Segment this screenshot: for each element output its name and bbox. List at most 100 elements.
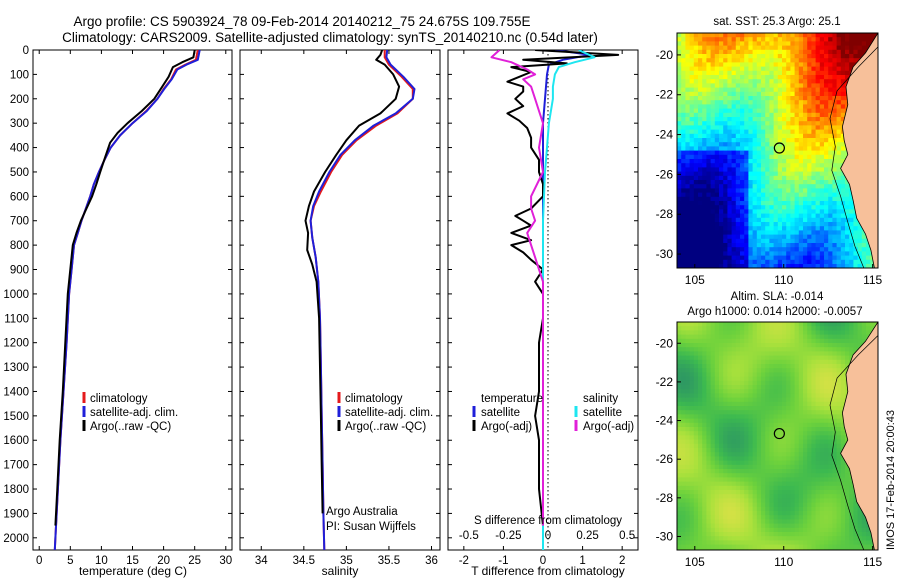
map-y-tick-label: -28 [656,491,674,505]
figure-title-line1: Argo profile: CS 5903924_78 09-Feb-2014 … [73,14,530,29]
sst-map-frame [676,32,879,269]
legend-label-t-argo: Argo(-adj) [481,421,532,433]
x-tick-label: 35 [340,555,353,567]
sla-map-axes: 105 110 115 -20 -22 -24 -26 -28 -30 [656,336,883,569]
sla-map-title-line1: Altim. SLA: -0.014 [731,291,824,303]
x-tick-label: 0 [540,555,546,567]
x-tick-label: 20 [157,555,170,567]
depth-tick-label: 1300 [3,362,29,374]
depth-tick-label: 1100 [4,313,29,325]
temperature-panel [32,49,233,551]
shelf-contour [829,335,878,550]
x-tick-label: 0 [36,555,42,567]
map-x-tick-label: 105 [685,273,705,287]
map-y-tick-label: -28 [656,207,674,221]
depth-tick-label: 800 [10,240,29,252]
depth-tick-label: 1500 [3,411,29,423]
temperature-legend: climatology satellite-adj. clim. Argo(..… [82,392,178,433]
map-y-tick-label: -20 [656,48,674,62]
sst-map-axes: 105 110 115 -20 -22 -24 -26 -28 -30 [656,48,883,287]
map-y-tick-label: -20 [656,336,674,350]
imos-timestamp: IMOS 17-Feb-2014 20:00:43 [885,410,897,550]
x-tick-label: 36 [425,555,438,567]
depth-tick-label: 600 [10,191,29,203]
legend-header-temperature: temperature [481,393,543,405]
x-tick-label: 34 [255,555,268,567]
salinity-legend: climatology satellite-adj. clim. Argo(..… [326,392,433,533]
map-x-tick-label: 110 [774,555,793,569]
x-tick-label: -2 [459,555,469,567]
map-x-tick-label: 115 [863,273,882,287]
legend-label-climatology: climatology [90,393,148,405]
legend-label-s-argo: Argo(-adj) [583,421,634,433]
land-mass [840,322,878,550]
legend-label-satellite: satellite-adj. clim. [345,407,433,419]
legend-label-t-satellite: satellite [481,407,520,419]
map-y-tick-label: -26 [656,167,674,181]
series-line-argo-adj- [490,50,544,526]
map-y-tick-label: -24 [656,414,674,428]
map-x-tick-label: 110 [774,273,793,287]
legend-label-satellite: satellite-adj. clim. [90,407,178,419]
sst-map-title: sat. SST: 25.3 Argo: 25.1 [713,16,840,28]
x-tick-label: 30 [219,555,232,567]
temperature-x-axis: 0 5 10 15 20 25 30 [36,50,232,567]
difference-xlabel-top: S difference from climatology [474,515,622,527]
depth-tick-label: 1200 [3,338,29,350]
map-y-tick-label: -30 [656,529,674,543]
legend-label-s-satellite: satellite [583,407,622,419]
legend-header-salinity: salinity [583,393,618,405]
depth-tick-label: 100 [10,69,29,81]
depth-tick-label: 400 [10,143,29,155]
temperature-series [53,50,201,550]
salinity-difference-ticks: -0.5 -0.25 0 0.25 0.5 [459,530,635,542]
depth-tick-label: 1400 [3,386,29,398]
sst-map-image [677,33,878,268]
map-y-tick-label: -24 [656,128,674,142]
map-x-tick-label: 105 [685,555,705,569]
salinity-panel [239,49,441,551]
difference-legend: temperature salinity satellite Argo(-adj… [472,393,634,433]
x-tick-label: 1 [579,555,585,567]
map-y-tick-label: -22 [656,88,674,102]
sla-map-title-line2: Argo h1000: 0.014 h2000: -0.0057 [687,306,862,318]
sla-map-frame [676,321,879,551]
depth-tick-label: 1800 [3,484,29,496]
legend-label-argo: Argo(..raw -QC) [90,421,171,433]
x-tick-label: 25 [188,555,201,567]
depth-tick-label: 0 [23,45,29,57]
depth-tick-label: 1900 [3,508,29,520]
salinity-xlabel: salinity [322,564,359,578]
land-mass [840,33,878,268]
figure-title-line2: Climatology: CARS2009. Satellite-adjuste… [62,30,598,45]
map-x-tick-label: 115 [863,555,882,569]
map-y-tick-label: -26 [656,452,674,466]
s-diff-tick-label: 0.25 [576,530,598,542]
s-diff-tick-label: 0.5 [619,530,635,542]
annotation-argo-australia: Argo Australia [326,506,398,518]
depth-tick-label: 1000 [3,289,29,301]
salinity-series [304,50,416,550]
x-tick-label: 34.5 [293,555,315,567]
map-y-tick-label: -30 [656,247,674,261]
depth-tick-label: 900 [10,265,29,277]
argo-position-marker [773,142,785,154]
series-line-argo-raw-qc- [54,50,196,526]
map-y-tick-label: -22 [656,375,674,389]
temperature-xlabel: temperature (deg C) [79,564,187,578]
s-diff-tick-label: 0 [545,530,551,542]
series-line-argo-adj- [506,50,620,526]
x-tick-label: 2 [619,555,625,567]
x-tick-label: 15 [126,555,139,567]
x-tick-label: 35.5 [378,555,400,567]
sla-map-image [677,322,878,550]
legend-label-climatology: climatology [345,393,403,405]
argo-position-marker [773,427,785,440]
x-tick-label: 5 [67,555,73,567]
s-diff-tick-label: -0.25 [495,530,521,542]
salinity-x-axis: 34 34.5 35 35.5 36 [255,50,438,567]
depth-tick-label: 500 [10,167,29,179]
x-tick-label: -1 [498,555,508,567]
depth-tick-label: 700 [10,216,29,228]
